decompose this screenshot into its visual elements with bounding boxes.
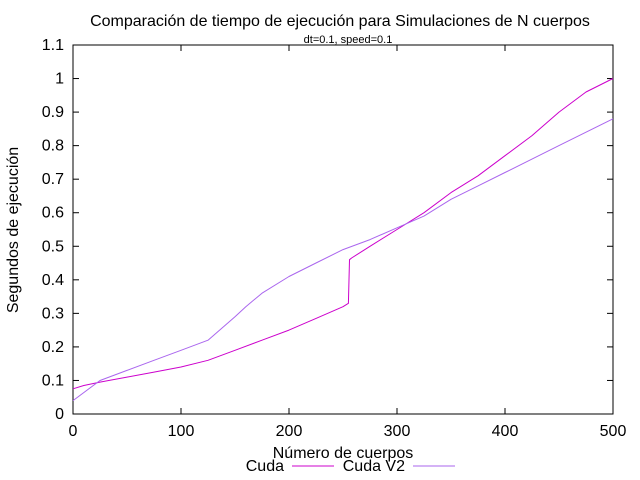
legend: Cuda Cuda V2	[246, 458, 455, 475]
y-tick-label: 0.3	[42, 305, 64, 322]
y-axis: 0 0.1 0.2 0.3 0.4 0.5 0.6 0.7 0.8 0.9 1 1.1	[42, 37, 613, 423]
y-tick-label: 0.5	[42, 238, 64, 255]
legend-label: Cuda	[246, 458, 284, 475]
series-line-cuda-v2	[72, 118, 614, 402]
y-tick-label: 0.9	[42, 104, 64, 121]
series-line-cuda	[72, 78, 614, 390]
chart-subtitle: dt=0.1, speed=0.1	[304, 34, 393, 46]
x-tick-label: 500	[600, 423, 627, 440]
x-tick-label: 100	[168, 423, 195, 440]
x-tick-label: 200	[276, 423, 303, 440]
series-lines	[72, 78, 614, 402]
x-tick-label: 300	[384, 423, 411, 440]
legend-label: Cuda V2	[343, 458, 405, 475]
chart-title: Comparación de tiempo de ejecución para …	[90, 13, 590, 30]
plot-area	[72, 44, 614, 415]
y-tick-label: 1.1	[42, 37, 64, 54]
x-axis: 0 100 200 300 400 500	[69, 45, 627, 440]
x-axis-label: Número de cuerpos	[273, 445, 414, 462]
y-tick-label: 1	[55, 71, 64, 88]
y-tick-label: 0.6	[42, 205, 64, 222]
y-tick-label: 0	[55, 406, 64, 423]
y-tick-label: 0.4	[42, 272, 64, 289]
x-tick-label: 400	[492, 423, 519, 440]
y-axis-label: Segundos de ejecución	[5, 147, 22, 313]
y-tick-label: 0.7	[42, 171, 64, 188]
y-tick-label: 0.8	[42, 138, 64, 155]
y-tick-label: 0.2	[42, 339, 64, 356]
y-tick-label: 0.1	[42, 372, 64, 389]
x-tick-label: 0	[69, 423, 78, 440]
